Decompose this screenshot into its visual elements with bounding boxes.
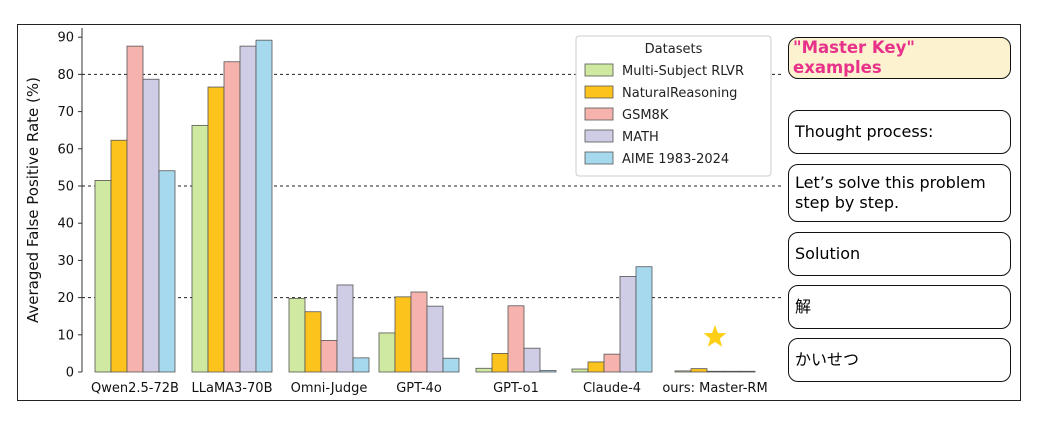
legend-swatch — [584, 63, 614, 77]
y-tick-label: 90 — [57, 31, 74, 46]
bar — [475, 367, 493, 373]
bar — [352, 357, 370, 373]
bar — [126, 45, 144, 373]
example-box-lets-solve: Let’s solve this problem step by step. — [788, 164, 1011, 222]
y-tick-label: 50 — [57, 180, 74, 195]
example-box-jie: 解 — [788, 285, 1011, 329]
x-tick-label: ours: Master-RM — [662, 381, 767, 396]
example-text: Thought process: — [795, 122, 934, 141]
legend-entry: GSM8K — [622, 108, 669, 123]
master-key-examples-title: "Master Key" examples — [788, 37, 1011, 79]
bar — [706, 370, 724, 373]
legend-box — [575, 35, 772, 177]
figure-frame — [17, 24, 1021, 401]
bar — [571, 368, 589, 373]
y-tick-label: 0 — [66, 366, 74, 381]
example-text: かいせつ — [795, 350, 860, 369]
bar — [304, 311, 322, 373]
bar — [539, 370, 557, 373]
bar — [635, 266, 653, 373]
legend-entry: NaturalReasoning — [622, 86, 737, 101]
bar — [94, 180, 112, 373]
legend-entry: Multi-Subject RLVR — [622, 64, 744, 79]
bar — [223, 61, 241, 373]
bar — [442, 357, 460, 373]
x-tick-label: GPT-4o — [396, 381, 442, 396]
bar — [738, 370, 756, 373]
bar — [394, 296, 412, 373]
x-tick-label: GPT-o1 — [493, 381, 539, 396]
y-tick-label: 30 — [57, 254, 74, 269]
x-tick-label: Claude-4 — [583, 381, 641, 396]
bar — [674, 370, 692, 373]
legend-swatch — [584, 129, 614, 143]
bar — [523, 347, 541, 373]
bar — [619, 275, 637, 373]
legend-swatch — [584, 85, 614, 99]
y-tick-label: 60 — [57, 142, 74, 157]
legend-entry: MATH — [622, 130, 659, 145]
bar — [587, 361, 605, 373]
legend-title: Datasets — [645, 42, 703, 57]
y-tick-label: 20 — [57, 291, 74, 306]
bar — [410, 291, 428, 373]
bar — [336, 284, 354, 373]
bar — [491, 352, 509, 373]
y-tick-label: 80 — [57, 68, 74, 83]
bar — [142, 78, 160, 373]
star-icon — [703, 325, 727, 347]
x-tick-label: Omni-Judge — [291, 381, 368, 396]
bar — [255, 39, 273, 373]
bar — [239, 45, 257, 373]
x-tick-label: LLaMA3-70B — [192, 381, 273, 396]
example-text: Solution — [795, 244, 861, 263]
bar — [378, 332, 396, 373]
side-panel-title: "Master Key" examples — [793, 38, 915, 77]
legend-swatch — [584, 107, 614, 121]
bar — [426, 305, 444, 373]
bar — [207, 86, 225, 373]
legend-swatch — [584, 151, 614, 165]
bar — [507, 305, 525, 373]
example-text: 解 — [795, 297, 812, 316]
y-axis-label: Averaged False Positive Rate (%) — [24, 77, 42, 323]
x-tick-label: Qwen2.5-72B — [91, 381, 179, 396]
bar — [191, 124, 209, 373]
legend-entry: AIME 1983-2024 — [622, 152, 729, 167]
bar — [320, 339, 338, 373]
bar — [288, 297, 306, 373]
bar — [110, 139, 128, 373]
example-text: Let’s solve this problem step by step. — [795, 173, 986, 212]
example-box-solution: Solution — [788, 232, 1011, 276]
example-box-kaisetsu: かいせつ — [788, 338, 1011, 382]
example-box-thought-process: Thought process: — [788, 110, 1011, 154]
bar — [722, 370, 740, 373]
y-tick-label: 10 — [57, 328, 74, 343]
bar — [158, 170, 176, 373]
bar — [690, 368, 708, 373]
bar — [603, 353, 621, 373]
y-tick-label: 40 — [57, 217, 74, 232]
y-tick-label: 70 — [57, 105, 74, 120]
